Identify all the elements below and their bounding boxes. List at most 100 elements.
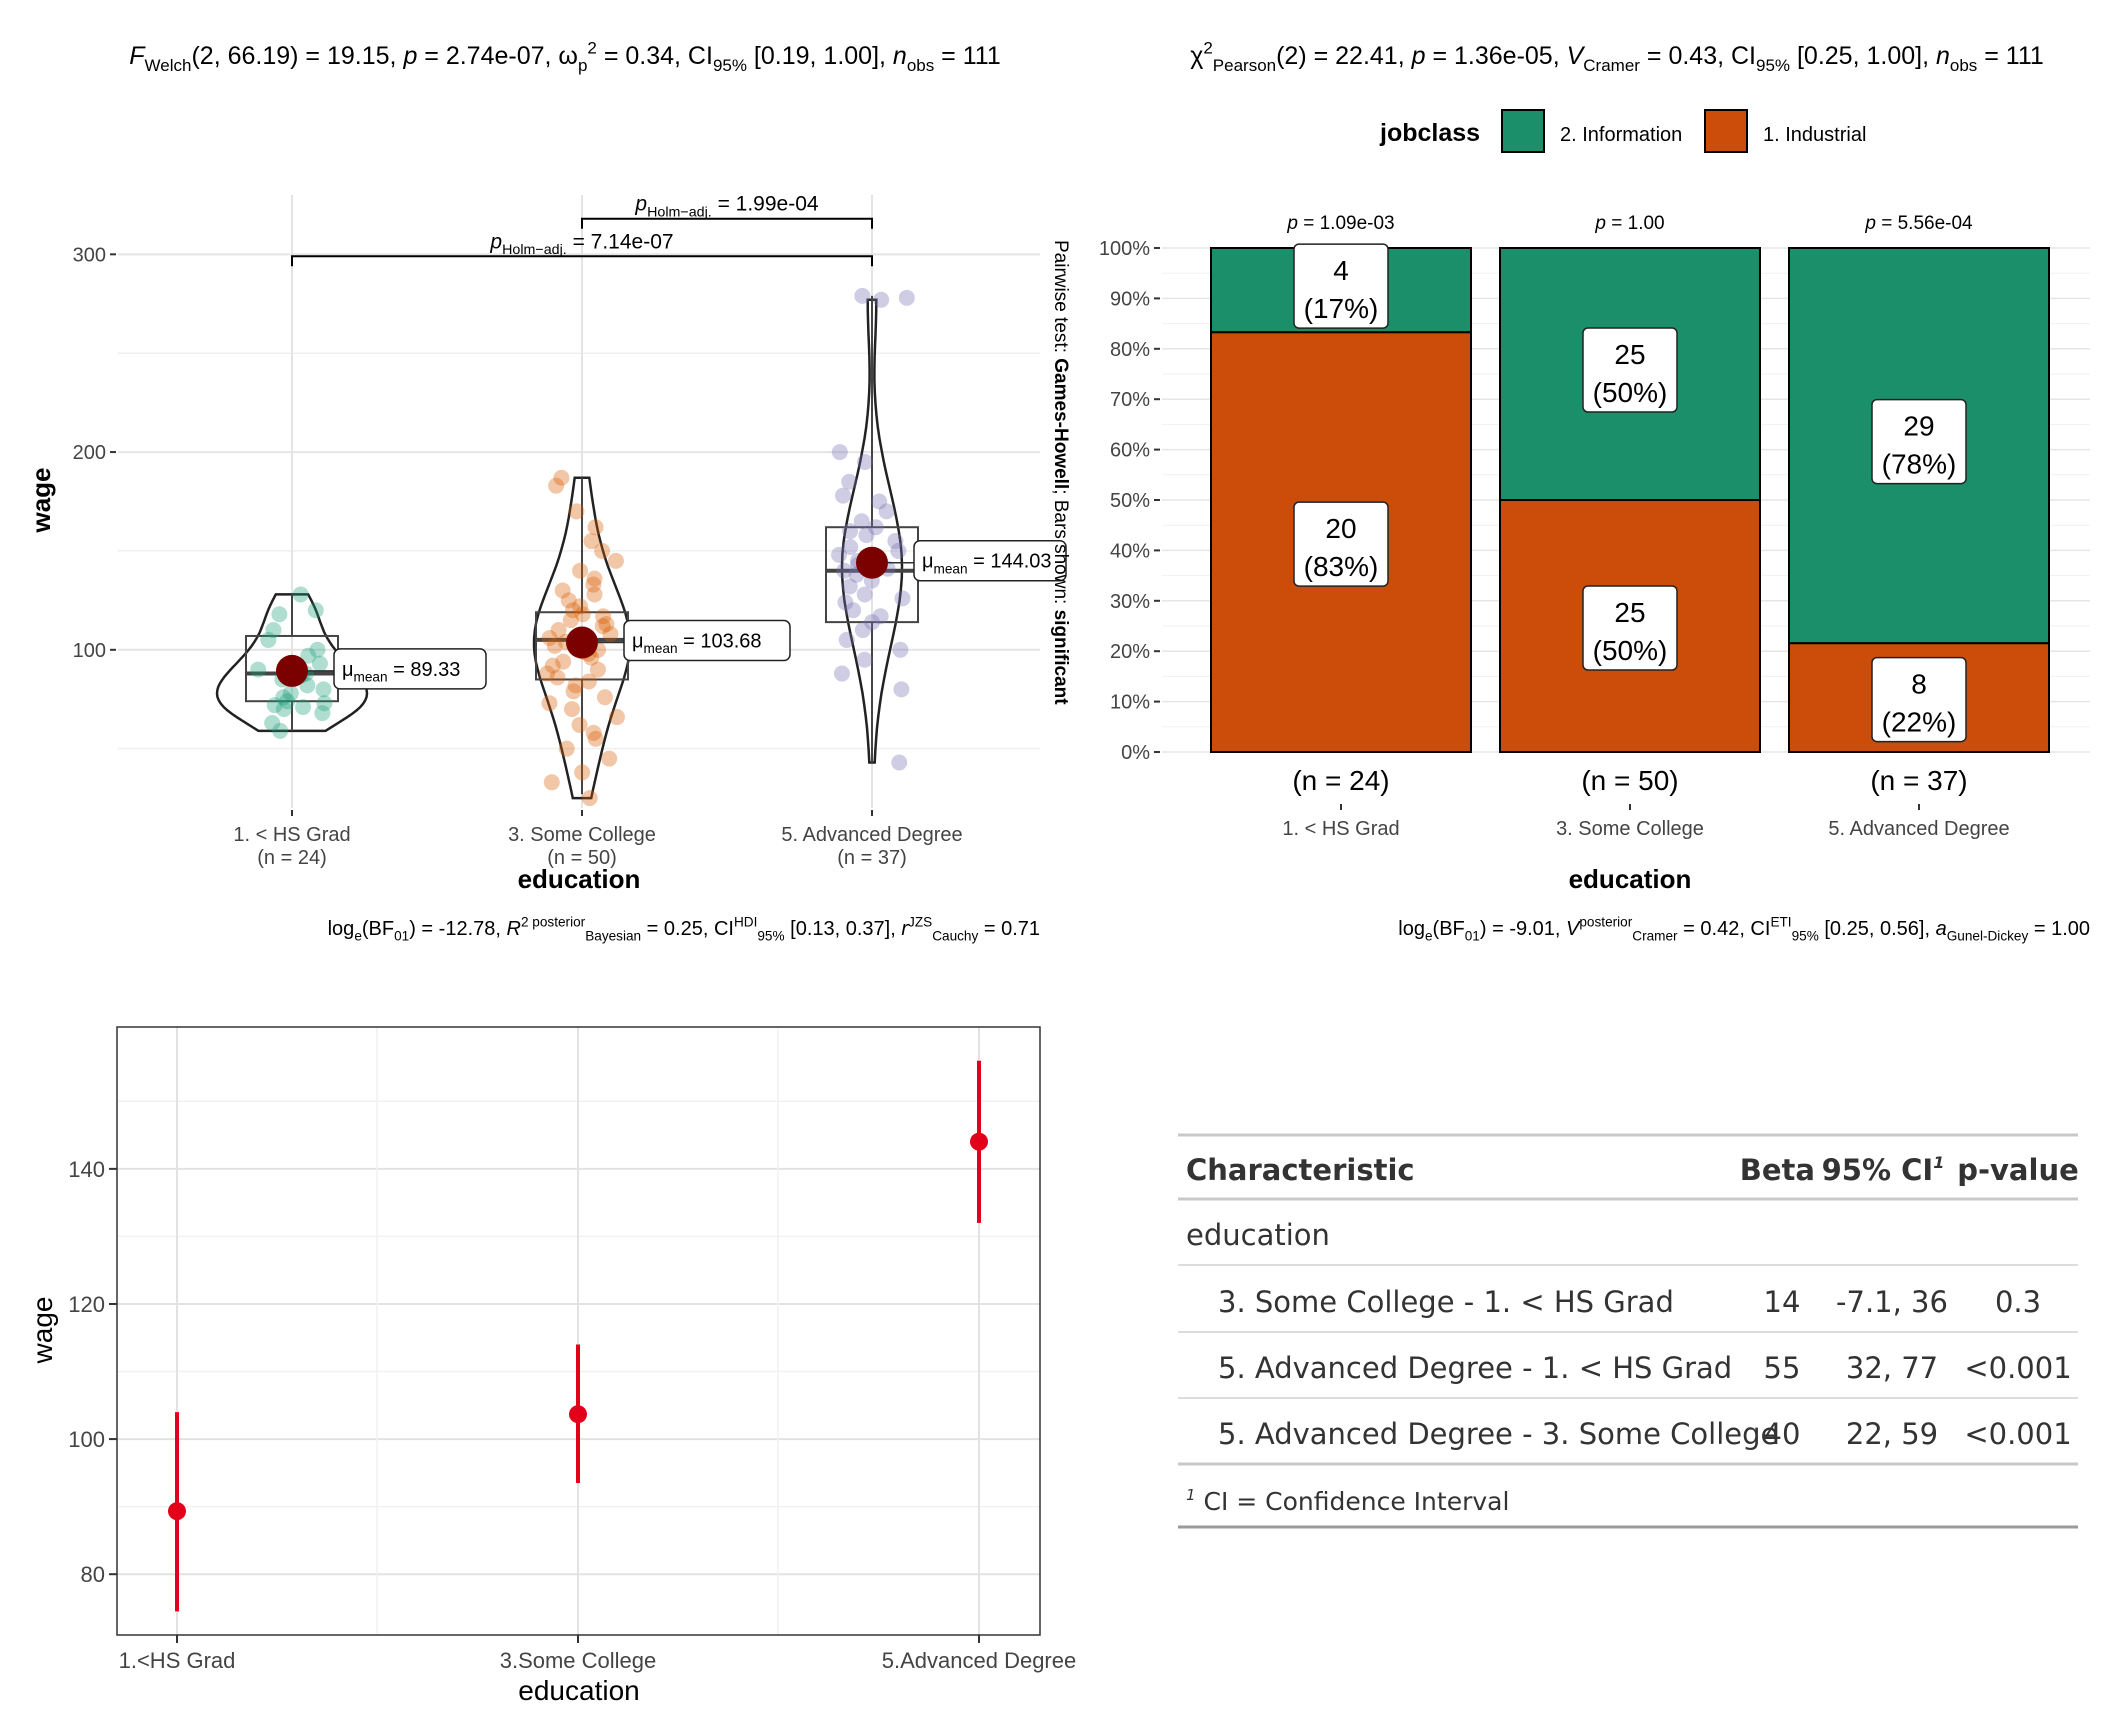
data-point — [893, 681, 910, 698]
table-group-label: education — [1186, 1218, 1330, 1252]
data-point — [608, 709, 625, 726]
data-point — [555, 653, 572, 670]
bar-n-label: (n = 50) — [1581, 765, 1678, 796]
text-segment: = 1.00 — [1606, 213, 1665, 234]
data-point — [567, 677, 584, 694]
text-segment: significant — [1050, 610, 1071, 706]
y-tick-label: 80 — [81, 1562, 105, 1587]
data-point — [266, 697, 283, 714]
x-tick-label: 5. Advanced Degree — [1828, 818, 2009, 840]
stacked-caption: loge​(BF01​) = -9.01, Vposterior​Cramer​… — [1398, 915, 2090, 944]
text-segment: = 1.36e-05, — [1426, 42, 1567, 70]
data-point — [550, 622, 567, 639]
data-point — [581, 790, 598, 807]
text-segment: = 89.33 — [388, 659, 461, 681]
x-tick-label: 3. Some College — [508, 824, 656, 846]
data-point — [856, 586, 873, 603]
text-segment: obs — [1950, 56, 1977, 75]
violin-panel: FWelch​(2, 66.19) = 19.15, p = 2.74e-07,… — [26, 39, 1071, 944]
data-point — [539, 665, 556, 682]
data-point — [864, 614, 881, 631]
text-segment: r — [901, 918, 909, 940]
text-segment: p — [1411, 42, 1426, 70]
regression-table: Characteristic Beta 95% CI1 p-value educatio… — [1178, 1133, 2079, 1529]
y-tick-label: 300 — [73, 244, 106, 266]
text-segment: ) = -12.78, — [409, 918, 506, 940]
x-tick-label: 1. < HS Grad — [233, 824, 350, 846]
data-point — [898, 289, 915, 306]
text-segment: μ — [922, 551, 934, 573]
data-point — [250, 661, 267, 678]
text-segment: (2) = 22.41, — [1276, 42, 1412, 70]
data-point — [894, 590, 911, 607]
mean-label: μmean​ = 103.68 — [632, 631, 762, 657]
data-point — [831, 546, 848, 563]
data-point — [583, 533, 600, 550]
data-point — [271, 606, 288, 623]
text-segment: 2 — [1203, 39, 1212, 58]
text-segment: JZS — [908, 915, 932, 930]
data-point — [890, 542, 907, 559]
text-segment: a — [1936, 918, 1947, 940]
text-segment: p — [578, 56, 587, 75]
pointrange-panel: 80 100 120 140 wage 1.<HS Grad 3.Some College 5… — [27, 1026, 1076, 1706]
text-segment: = 144.03 — [968, 551, 1052, 573]
data-point — [836, 562, 853, 579]
footnote-text: CI = Confidence Interval — [1196, 1487, 1510, 1516]
data-point — [845, 602, 862, 619]
data-point — [546, 637, 563, 654]
y-tick-label: 200 — [73, 442, 106, 464]
text-segment: mean — [644, 641, 678, 656]
data-point — [572, 562, 589, 579]
y-axis-label: wage — [26, 467, 56, 533]
x-axis-label: education — [518, 864, 641, 894]
data-point — [878, 503, 895, 520]
violin-outline — [532, 476, 632, 800]
data-point — [833, 665, 850, 682]
data-point — [292, 586, 309, 603]
data-point — [854, 287, 871, 304]
text-segment: (2, 66.19) = 19.15, — [191, 42, 403, 70]
text-segment: (BF — [1433, 918, 1465, 940]
text-segment: ω — [558, 42, 578, 70]
data-point — [838, 631, 855, 648]
text-segment: 2 — [587, 39, 596, 58]
data-point — [260, 631, 277, 648]
text-segment: = 1.09e-03 — [1298, 213, 1395, 234]
information-label-box — [1582, 327, 1678, 413]
text-segment: μ — [632, 631, 644, 653]
table-cell-p: <0.001 — [1964, 1351, 2071, 1385]
data-point — [316, 695, 333, 712]
data-point — [279, 693, 296, 710]
legend-swatch — [1704, 109, 1748, 153]
text-segment: ) = -9.01, — [1480, 918, 1566, 940]
text-segment: mean — [354, 670, 388, 685]
text-segment: = 103.68 — [678, 631, 762, 653]
data-point — [565, 683, 582, 700]
data-point — [857, 453, 874, 470]
text-segment: log — [328, 918, 355, 940]
data-point — [307, 602, 324, 619]
mean-label-box — [333, 648, 487, 690]
text-segment: HDI — [734, 915, 757, 930]
pairwise-label: pHolm−adj.​ = 7.14e-07 — [489, 230, 673, 258]
table-cell-ci: -7.1, 36 — [1836, 1285, 1948, 1319]
text-segment: 01 — [394, 929, 409, 944]
table-header: Characteristic — [1186, 1153, 1415, 1187]
table-row-label: 3. Some College - 1. < HS Grad — [1218, 1285, 1674, 1319]
x-tick-label: 5. Advanced Degree — [781, 824, 962, 846]
stacked-bar-panel: χ2​Pearson​(2) = 22.41, p = 1.36e-05, VC… — [1099, 39, 2090, 944]
y-tick-label: 60% — [1110, 440, 1150, 462]
legend-title: jobclass — [1379, 119, 1480, 147]
data-point — [295, 699, 312, 716]
text-segment: μ — [342, 659, 354, 681]
y-tick-label: 100 — [73, 640, 106, 662]
text-segment: Games-Howell — [1050, 358, 1071, 489]
text-segment: posterior — [1579, 915, 1632, 930]
data-point — [587, 730, 604, 747]
text-segment: p — [489, 230, 502, 253]
table-header: Beta — [1740, 1153, 1815, 1187]
text-segment: = 0.25, CI — [641, 918, 734, 940]
text-segment: = 1.00 — [2028, 918, 2090, 940]
